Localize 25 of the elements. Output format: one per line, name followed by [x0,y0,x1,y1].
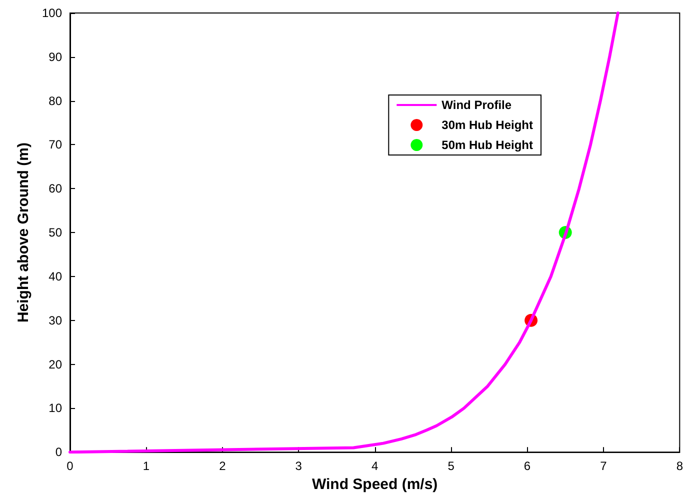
x-tick-label: 5 [448,459,455,474]
y-tick-label: 30 [48,313,62,328]
legend-label: Wind Profile [442,98,512,112]
y-axis-title: Height above Ground (m) [15,142,32,323]
y-tick-label: 10 [48,401,62,416]
y-tick-label: 60 [48,182,62,196]
y-tick-label: 80 [48,94,62,108]
x-tick-label: 0 [66,459,74,474]
legend-label: 50m Hub Height [442,138,534,152]
legend-label: 30m Hub Height [442,118,534,132]
y-tick-label: 100 [42,6,62,20]
x-tick-label: 4 [371,459,378,474]
x-tick-label: 8 [676,459,684,474]
x-axis-title: Wind Speed (m/s) [312,476,438,493]
x-tick-label: 6 [524,459,531,474]
x-tick-label: 3 [295,459,302,474]
y-tick-label: 20 [48,357,62,372]
y-tick-label: 90 [48,50,62,64]
x-tick-label: 2 [219,459,226,474]
y-tick-label: 70 [48,138,62,152]
y-tick-label: 50 [48,226,62,240]
y-tick-label: 0 [55,445,62,460]
x-tick-label: 1 [142,459,150,474]
y-tick-label: 40 [48,269,62,284]
x-tick-label: 7 [600,459,608,474]
